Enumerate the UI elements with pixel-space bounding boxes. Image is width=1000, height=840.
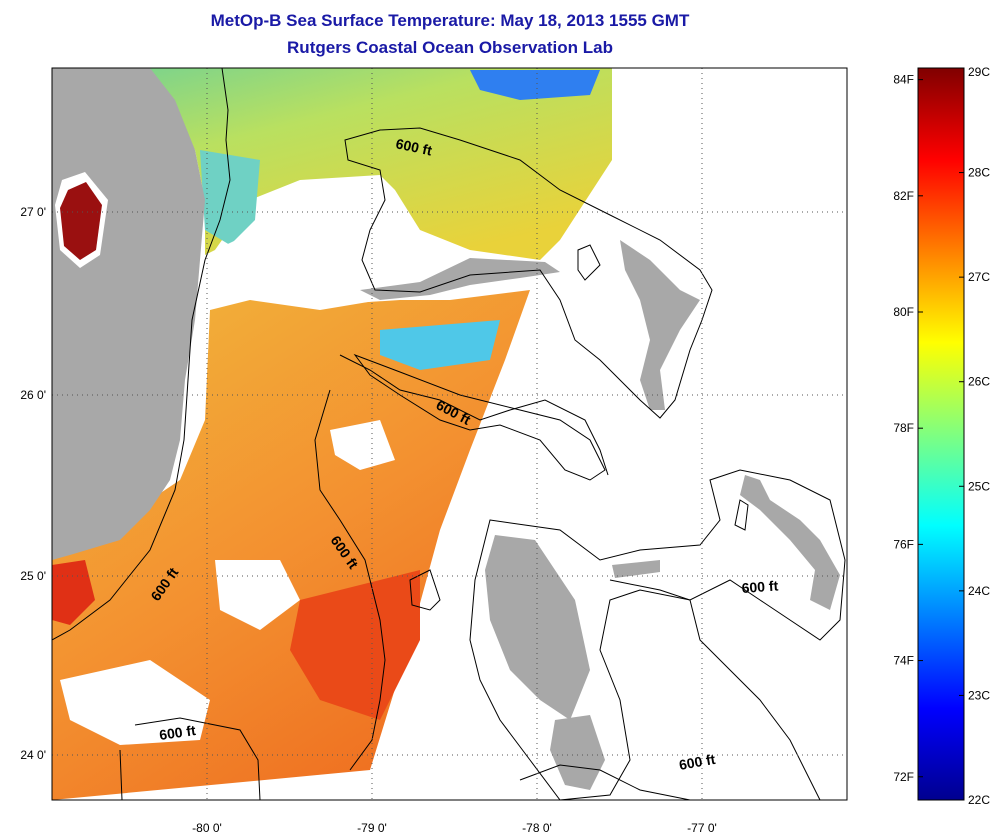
bank-outlines	[344, 127, 846, 800]
sst-swath-south	[52, 290, 530, 800]
land-andros	[485, 535, 590, 720]
lat-tick-label: 25 0'	[20, 569, 46, 583]
colorbar-celsius-label: 28C	[968, 166, 990, 180]
sst-cool-patch	[470, 70, 600, 100]
colorbar-celsius-label: 22C	[968, 793, 990, 807]
contour-label: 600 ft	[394, 135, 433, 158]
sst-cool-patch	[380, 320, 500, 370]
sst-warm-core	[290, 570, 420, 720]
lat-tick-label: 24 0'	[20, 748, 46, 762]
lon-tick-label: -79 0'	[357, 821, 387, 835]
lat-tick-label: 26 0'	[20, 388, 46, 402]
colorbar-celsius-label: 23C	[968, 688, 990, 702]
map-title: MetOp-B Sea Surface Temperature: May 18,…	[210, 11, 690, 30]
land-eleuthera	[740, 475, 840, 610]
map-frame	[51, 67, 848, 801]
isobath-600ft	[52, 68, 821, 800]
cloud-gap	[212, 210, 420, 305]
colorbar-fahrenheit-label: 80F	[893, 305, 914, 319]
colorbar-celsius-label: 26C	[968, 375, 990, 389]
colorbar-fahrenheit-label: 74F	[893, 654, 914, 668]
contour-label: 600 ft	[678, 751, 717, 773]
map-subtitle: Rutgers Coastal Ocean Observation Lab	[287, 38, 613, 57]
colorbar-fahrenheit-label: 82F	[893, 189, 914, 203]
cloud-gap	[60, 660, 210, 745]
lon-tick-label: -78 0'	[522, 821, 552, 835]
land-grand-bahama	[360, 258, 560, 300]
contour-label: 600 ft	[741, 577, 779, 596]
sst-swath-north	[150, 68, 612, 260]
land-islands	[612, 560, 660, 578]
land-andros-south	[550, 715, 605, 790]
colorbar	[917, 67, 965, 801]
lat-tick-label: 27 0'	[20, 205, 46, 219]
land-abaco	[620, 240, 700, 410]
graticule	[52, 68, 847, 800]
lon-tick-label: -77 0'	[687, 821, 717, 835]
cloud-gap	[330, 420, 395, 470]
colorbar-celsius-label: 27C	[968, 270, 990, 284]
cloud-gap	[215, 560, 300, 630]
colorbar-fahrenheit-label: 76F	[893, 537, 914, 551]
colorbar-fahrenheit-labels: 84F 82F 80F 78F 76F 74F 72F	[893, 73, 914, 784]
contour-label: 600 ft	[158, 722, 197, 743]
lake-okeechobee-sst	[60, 182, 102, 260]
colorbar-celsius-label: 29C	[968, 65, 990, 79]
colorbar-celsius-label: 25C	[968, 479, 990, 493]
colorbar-celsius-labels: 29C 28C 27C 26C 25C 24C 23C 22C	[968, 65, 990, 807]
map-layers	[52, 68, 847, 800]
colorbar-fahrenheit-label: 78F	[893, 421, 914, 435]
colorbar-celsius-label: 24C	[968, 584, 990, 598]
lon-tick-label: -80 0'	[192, 821, 222, 835]
colorbar-fahrenheit-label: 72F	[893, 770, 914, 784]
sst-cool-patch	[200, 150, 260, 245]
colorbar-fahrenheit-label: 84F	[893, 73, 914, 87]
